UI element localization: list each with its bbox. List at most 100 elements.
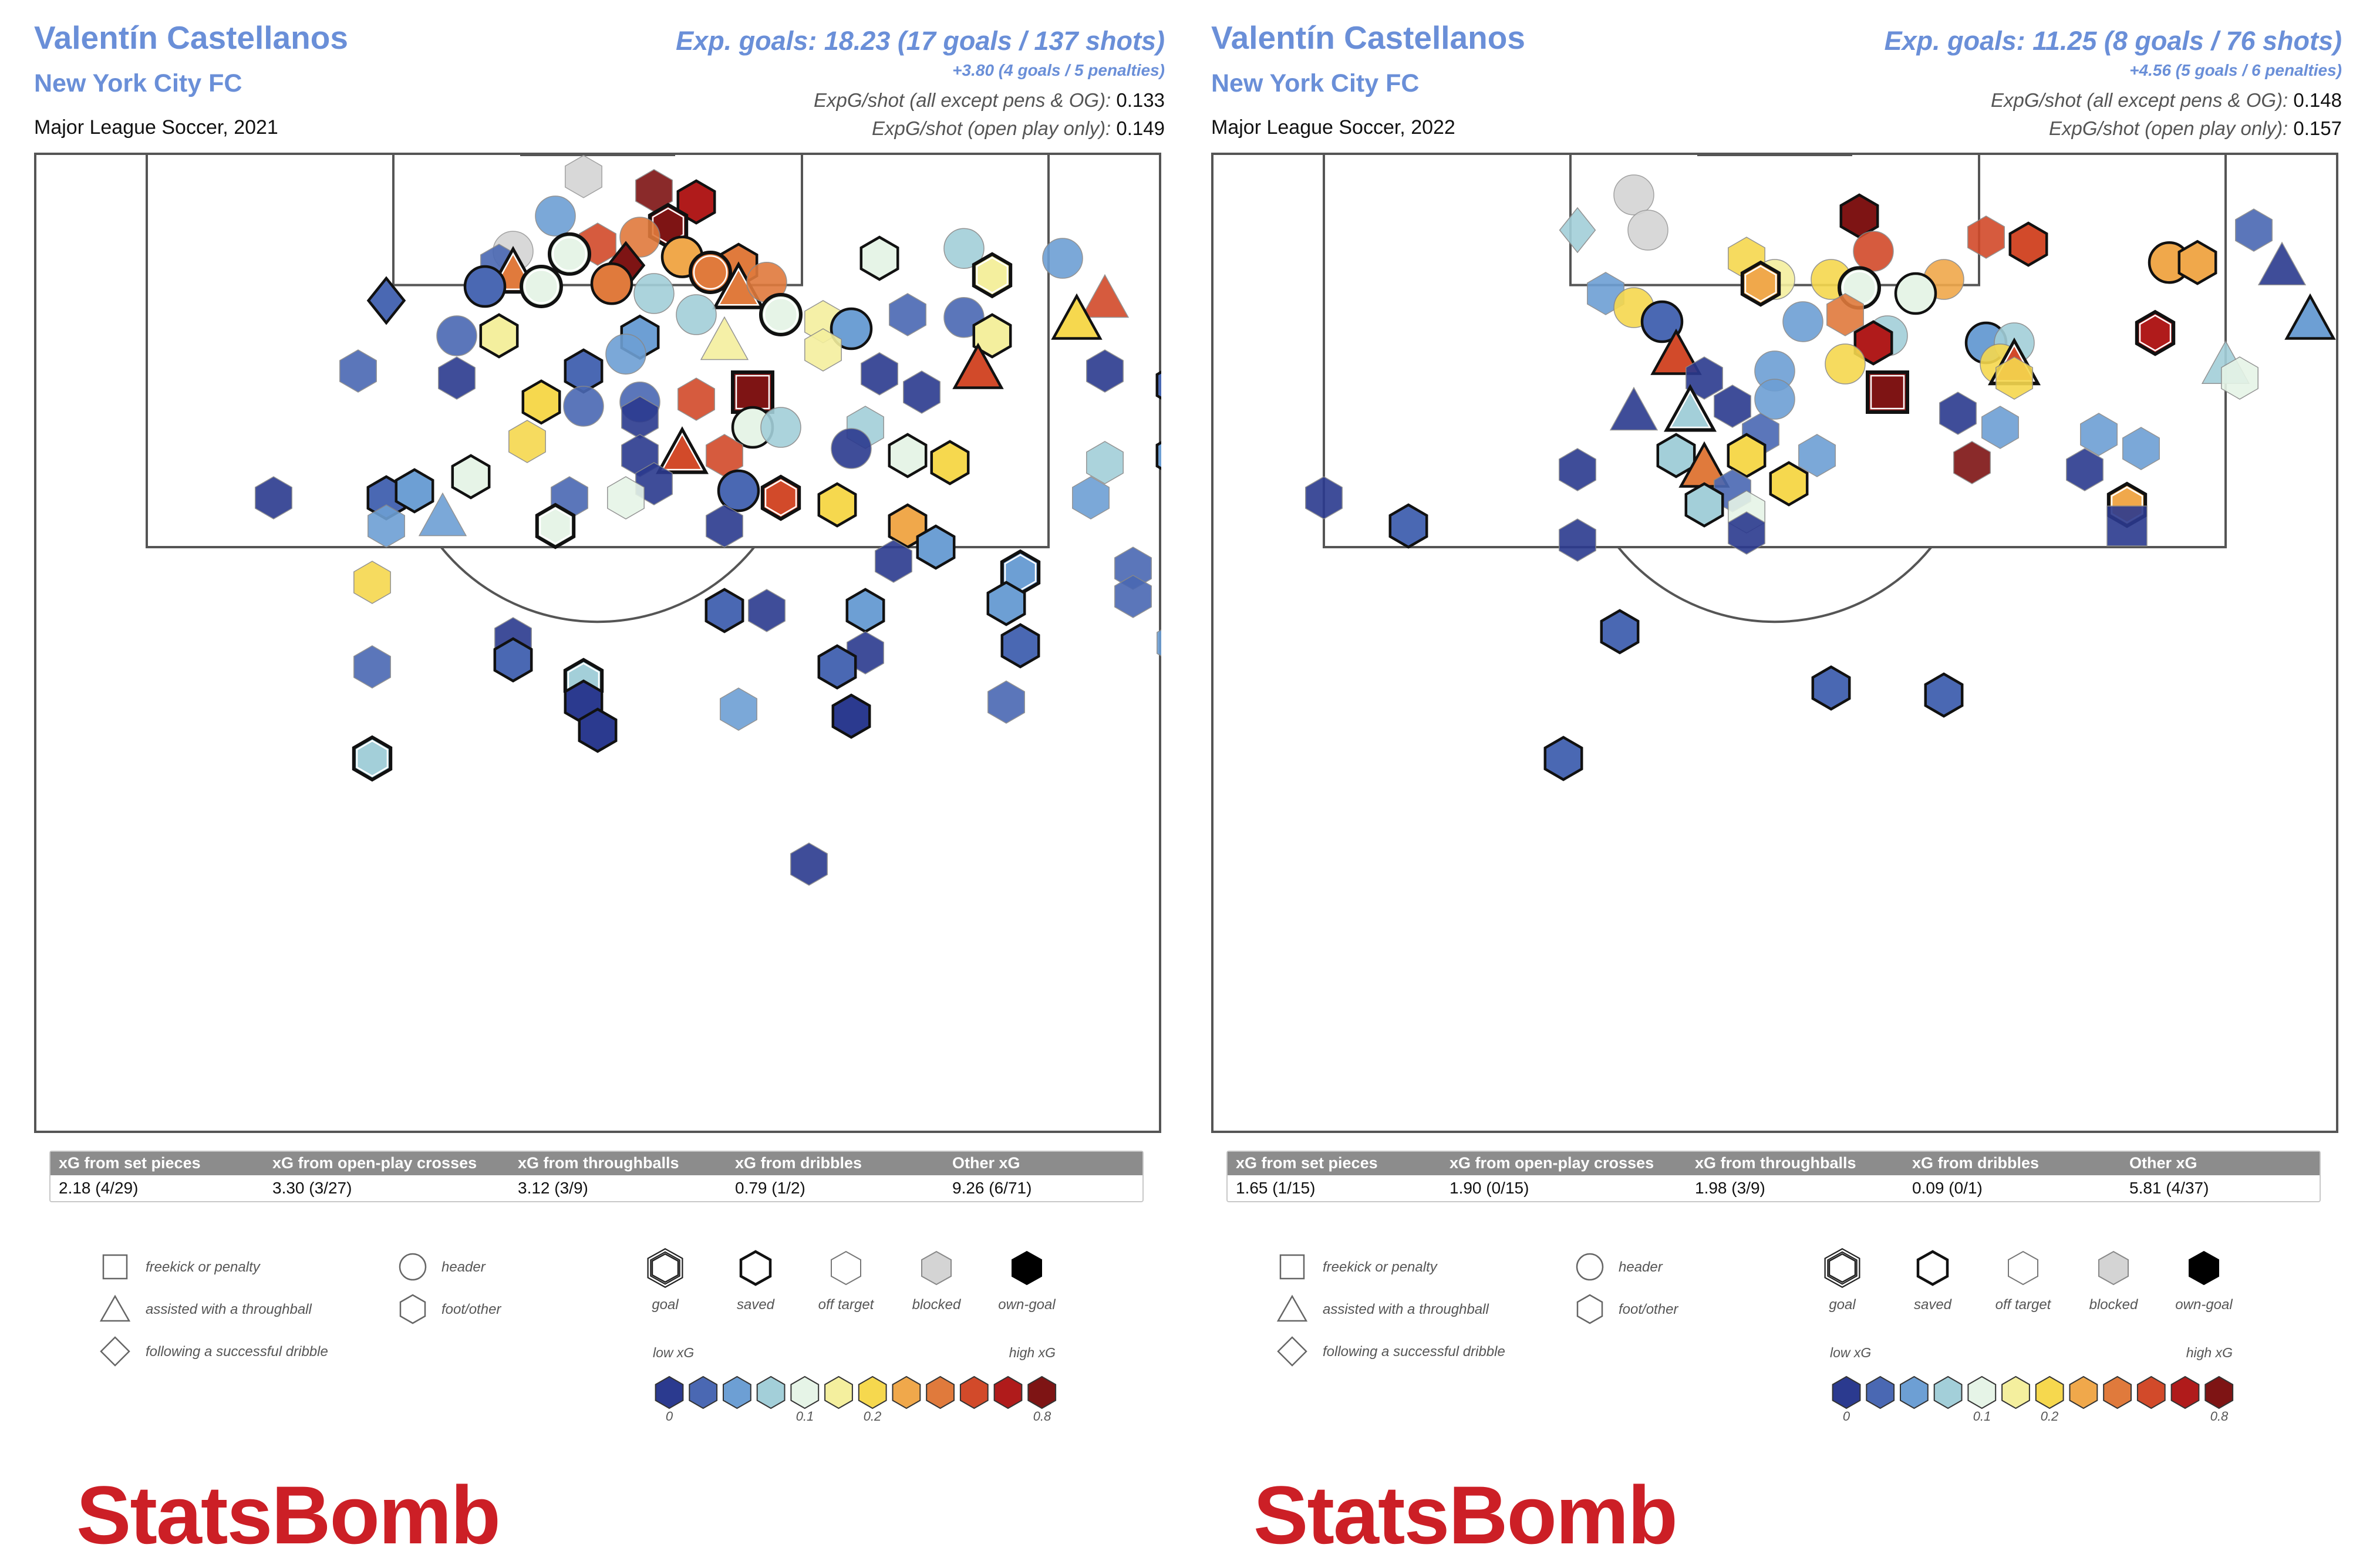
legend-blocked: blocked <box>912 1297 961 1313</box>
shot-shape <box>1811 665 1851 711</box>
shot-shape <box>689 251 732 294</box>
expg-per-shot-open-value: 0.149 <box>1116 117 1165 139</box>
shot-shape <box>535 195 576 237</box>
shot-shape <box>717 469 760 512</box>
shot-marker <box>1543 736 1583 781</box>
shot-marker <box>1155 370 1161 400</box>
shot-shape <box>986 581 1026 626</box>
shot-shape <box>1967 215 2005 259</box>
shot-shape <box>520 265 563 308</box>
shot-shape <box>1042 238 1083 279</box>
shot-shape <box>1051 293 1103 340</box>
goal-outcome-ring <box>651 1253 679 1283</box>
scale-swatch <box>2170 1375 2200 1409</box>
shot-shape <box>760 474 801 521</box>
shot-marker <box>548 232 591 276</box>
shot-shape <box>635 462 673 505</box>
shot-legend: freekick or penalty assisted with a thro… <box>99 1247 1057 1424</box>
scale-swatch <box>2103 1375 2132 1409</box>
shot-marker <box>463 265 507 308</box>
shot-shape <box>676 179 716 225</box>
legend-own-goal: own-goal <box>998 1297 1056 1313</box>
legend-freekick: freekick or penalty <box>146 1259 261 1275</box>
goal-inner-ring <box>661 432 703 471</box>
shot-marker <box>1072 476 1110 520</box>
scale-swatch <box>1967 1375 1997 1409</box>
shot-shape <box>548 232 591 276</box>
shot-marker <box>353 561 391 604</box>
shot-marker <box>804 328 842 372</box>
shot-marker <box>508 420 546 463</box>
shot-marker <box>418 492 467 537</box>
shot-shape <box>656 426 709 474</box>
shot-marker <box>2235 208 2273 252</box>
shot-shape <box>943 228 985 269</box>
shot-shape <box>1769 461 1809 507</box>
shot-shape <box>1714 385 1751 428</box>
shot-shape <box>353 645 391 689</box>
shot-marker <box>888 433 928 478</box>
shot-marker <box>2257 241 2307 286</box>
xg-breakdown-table: xG from set pieces xG from open-play cro… <box>1226 1151 2321 1202</box>
triangle-icon <box>1276 1294 1308 1322</box>
legend-low-xg: low xG <box>1830 1345 1871 1360</box>
shot-marker <box>748 589 786 632</box>
shot-marker <box>903 370 941 414</box>
legend-off-target: off target <box>818 1297 875 1313</box>
shot-marker <box>1086 349 1124 393</box>
scale-swatch <box>824 1375 853 1409</box>
shot-shape <box>1656 433 1696 478</box>
off-target-outcome-icon <box>2008 1250 2038 1286</box>
expg-per-shot-all: ExpG/shot (all except pens & OG): 0.148 <box>1991 89 2342 112</box>
shot-shape <box>720 687 757 731</box>
xg-val-other: 9.26 (6/71) <box>952 1179 1032 1197</box>
shot-marker <box>1825 343 1866 385</box>
shot-marker <box>564 348 604 394</box>
shot-marker <box>972 252 1013 299</box>
shot-marker <box>1305 476 1343 520</box>
shot-marker <box>689 251 732 294</box>
shot-shape <box>1155 370 1161 400</box>
shot-shape <box>831 428 872 469</box>
xg-table-row: 2.18 (4/29) 3.30 (3/27) 3.12 (3/9) 0.79 … <box>50 1175 1142 1201</box>
legend-dribble: following a successful dribble <box>1323 1344 1505 1360</box>
xg-col-crosses: xG from open-play crosses <box>1450 1154 1654 1172</box>
shot-shape <box>1559 518 1596 562</box>
shot-marker <box>635 462 673 505</box>
shot-shape <box>2257 241 2307 286</box>
shot-marker <box>1627 210 1668 251</box>
goal-inner-ring <box>552 237 587 272</box>
shot-marker <box>759 293 803 336</box>
shot-marker <box>436 315 477 356</box>
blocked-outcome-icon <box>2098 1250 2129 1286</box>
shot-shape <box>888 433 928 478</box>
shot-marker <box>676 294 717 335</box>
shot-shape <box>889 293 926 336</box>
shot-map-panel-2021: Valentín Castellanos New York City FC Ma… <box>0 0 1180 1568</box>
shot-marker <box>700 316 749 360</box>
shot-marker <box>972 313 1012 359</box>
scale-swatch <box>2001 1375 2030 1409</box>
scale-swatch <box>858 1375 887 1409</box>
shot-shape <box>987 680 1025 724</box>
shot-shape <box>2221 356 2258 400</box>
shot-marker <box>1714 385 1751 428</box>
scale-tick-0-2: 0.2 <box>864 1409 882 1424</box>
legend-high-xg: high xG <box>1009 1345 1056 1360</box>
shot-shape <box>395 468 434 514</box>
shot-marker <box>790 842 828 886</box>
hexagon-icon <box>1576 1294 1603 1324</box>
scale-swatch <box>993 1375 1023 1409</box>
xg-val-dribbles: 0.09 (0/1) <box>1912 1179 1983 1197</box>
xg-val-crosses: 1.90 (0/15) <box>1450 1179 1529 1197</box>
shot-shape <box>352 735 393 782</box>
shot-shape <box>1305 476 1343 520</box>
goal-outcome-inner <box>1825 1249 1859 1287</box>
xg-table-row: 1.65 (1/15) 1.90 (0/15) 1.98 (3/9) 0.09 … <box>1228 1175 2320 1201</box>
legend-off-target: off target <box>1995 1297 2052 1313</box>
shot-shape <box>1825 343 1866 385</box>
shot-marker <box>633 273 675 314</box>
shot-shape <box>1600 609 1640 655</box>
shot-shape <box>759 293 803 336</box>
scale-tick-0-8: 0.8 <box>1033 1409 1051 1424</box>
